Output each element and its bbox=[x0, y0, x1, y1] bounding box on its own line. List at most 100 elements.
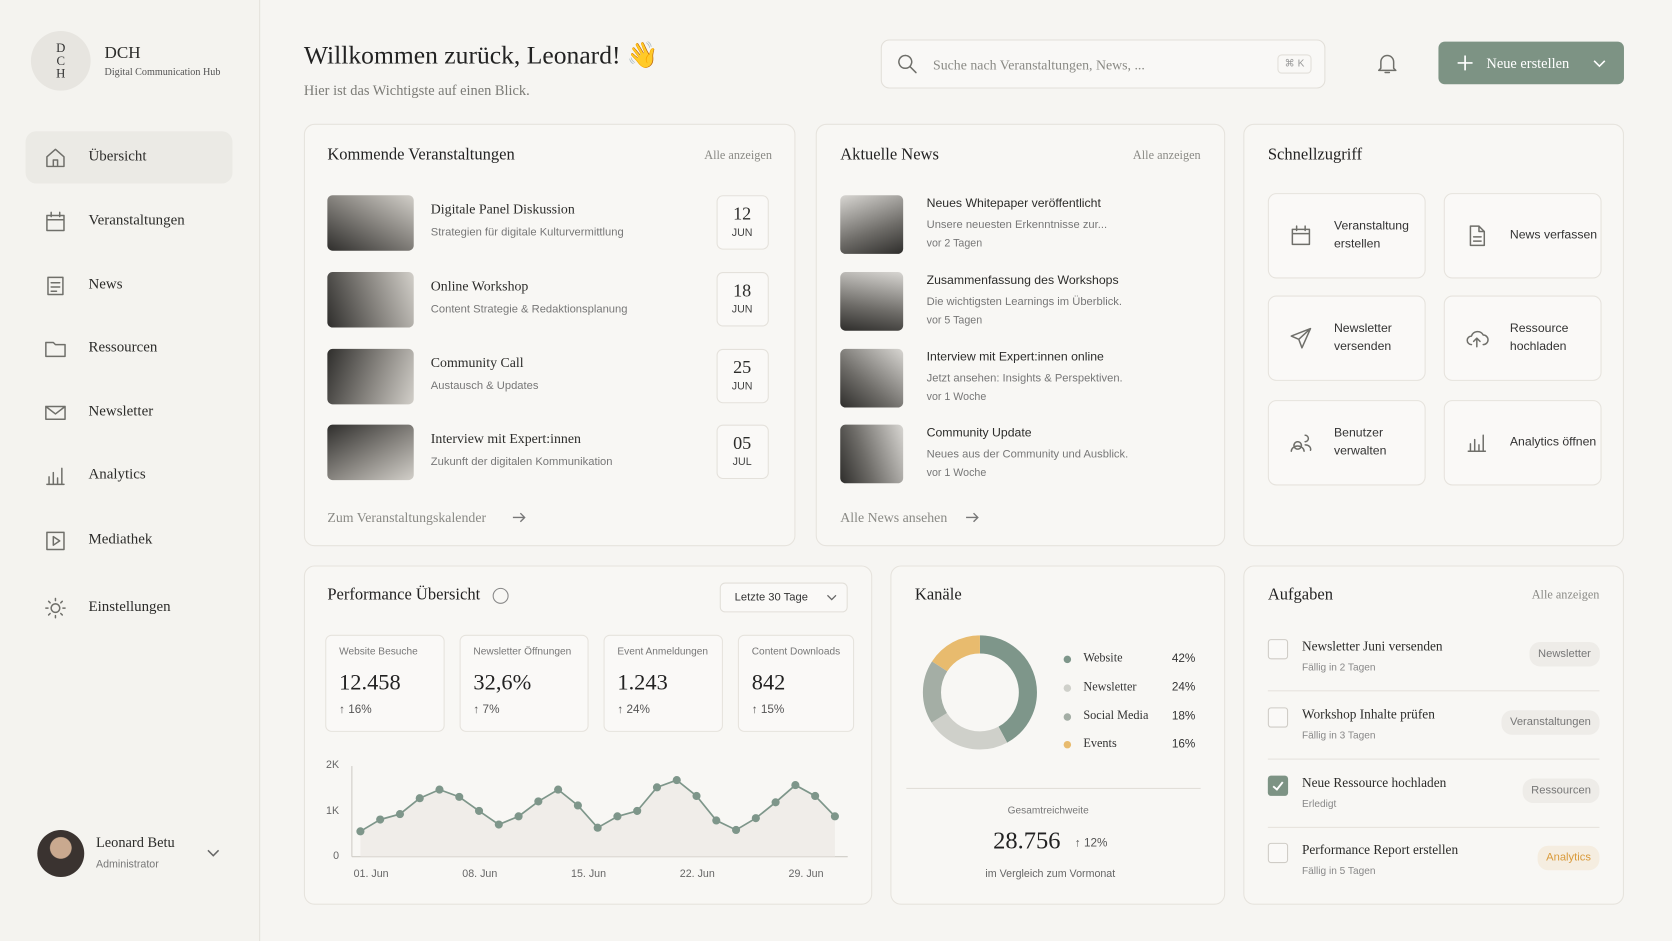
link[interactable]: Alle anzeigen bbox=[1132, 149, 1201, 163]
link[interactable]: Zum Veranstaltungskalender bbox=[327, 509, 487, 526]
quick-tile[interactable] bbox=[1267, 193, 1426, 279]
line-point bbox=[672, 776, 681, 785]
create-button-label[interactable]: Neue erstellen bbox=[1486, 55, 1570, 72]
task-checkbox[interactable] bbox=[1267, 775, 1289, 796]
chevron bbox=[826, 594, 837, 601]
nav-label[interactable]: Newsletter bbox=[88, 403, 154, 420]
link[interactable]: Alle anzeigen bbox=[1531, 589, 1600, 602]
legend-dot bbox=[1063, 684, 1072, 692]
task-due: Erledigt bbox=[1301, 798, 1337, 811]
legend-dot bbox=[1063, 713, 1072, 721]
icon-stroke bbox=[1467, 434, 1487, 453]
news-title[interactable]: Interview mit Expert:innen online bbox=[926, 351, 1104, 364]
quick-label[interactable]: Ressource hochladen bbox=[1509, 322, 1569, 354]
news-title[interactable]: Zusammenfassung des Workshops bbox=[926, 274, 1119, 288]
event-month: JUN bbox=[731, 304, 753, 316]
kpi-label: Event Anmeldungen bbox=[617, 645, 709, 658]
kpi-label: Website Besuche bbox=[339, 645, 418, 658]
quick-tile[interactable] bbox=[1267, 295, 1426, 381]
brand-name: DCH bbox=[104, 44, 141, 63]
legend-value: 24% bbox=[1171, 681, 1196, 694]
date-badge bbox=[716, 348, 769, 404]
event-title[interactable]: Online Workshop bbox=[430, 277, 529, 294]
quick-icon bbox=[1291, 225, 1311, 246]
period-label[interactable]: Letzte 30 Tage bbox=[734, 590, 808, 604]
quick-icon bbox=[1290, 434, 1312, 453]
task-title[interactable]: Neue Ressource hochladen bbox=[1301, 775, 1447, 791]
event-title[interactable]: Digitale Panel Diskussion bbox=[430, 200, 575, 217]
period-select[interactable] bbox=[719, 582, 848, 613]
news-title[interactable]: Neues Whitepaper veröffentlicht bbox=[926, 197, 1101, 211]
nav-label[interactable]: Veranstaltungen bbox=[88, 212, 185, 229]
line-point bbox=[771, 798, 780, 807]
task-due: Fällig in 2 Tagen bbox=[1301, 661, 1376, 674]
total-value: 28.756 bbox=[993, 827, 1061, 854]
kpi-change: ↑ 24% bbox=[617, 703, 650, 717]
date-badge bbox=[716, 272, 769, 327]
quick-icon bbox=[1467, 434, 1487, 453]
icon-stroke bbox=[45, 341, 66, 358]
card-title: Aktuelle News bbox=[840, 145, 939, 164]
link[interactable]: Alle anzeigen bbox=[704, 149, 773, 163]
event-title[interactable]: Interview mit Expert:innen bbox=[430, 430, 581, 447]
quick-label[interactable]: Benutzer verwalten bbox=[1333, 426, 1387, 458]
icon-stroke bbox=[1377, 54, 1397, 74]
nav-label[interactable]: Ressourcen bbox=[88, 339, 158, 356]
quick-label[interactable]: News verfassen bbox=[1509, 228, 1598, 242]
quick-tile[interactable] bbox=[1443, 295, 1602, 381]
nav-icon bbox=[47, 276, 64, 296]
nav-label[interactable]: Einstellungen bbox=[88, 599, 171, 616]
quick-label[interactable]: Veranstaltung erstellen bbox=[1333, 219, 1409, 251]
x-tick-label: 22. Jun bbox=[679, 868, 715, 881]
arrow bbox=[512, 512, 526, 523]
icon-stroke bbox=[1469, 225, 1486, 247]
task-checkbox[interactable] bbox=[1267, 842, 1289, 864]
user-role: Administrator bbox=[95, 858, 159, 871]
nav-label[interactable]: Übersicht bbox=[88, 148, 147, 165]
task-checkbox[interactable] bbox=[1267, 707, 1289, 728]
event-title[interactable]: Community Call bbox=[430, 354, 524, 371]
task-tag: Newsletter bbox=[1529, 641, 1600, 667]
task-title[interactable]: Performance Report erstellen bbox=[1301, 842, 1459, 858]
task-tag: Ressourcen bbox=[1522, 778, 1600, 803]
icon-stroke bbox=[1290, 327, 1312, 349]
logo-letter: C bbox=[56, 53, 66, 69]
nav-item[interactable] bbox=[25, 131, 233, 184]
card-title: Kanäle bbox=[914, 585, 962, 604]
plus-icon bbox=[1457, 55, 1473, 71]
kpi-value: 842 bbox=[751, 669, 786, 695]
page-title: Willkommen zurück, Leonard! 👋 bbox=[303, 42, 659, 70]
events-card bbox=[303, 123, 796, 547]
nav-label[interactable]: Mediathek bbox=[88, 531, 153, 548]
kpi-card bbox=[325, 634, 445, 732]
task-title[interactable]: Newsletter Juni versenden bbox=[1301, 638, 1443, 654]
user-name: Leonard Betu bbox=[95, 834, 175, 851]
link[interactable]: Alle News ansehen bbox=[840, 509, 948, 526]
select-chevron bbox=[826, 594, 837, 601]
task-title[interactable]: Workshop Inhalte prüfen bbox=[1301, 706, 1435, 722]
news-title[interactable]: Community Update bbox=[926, 426, 1032, 440]
quick-label[interactable]: Newsletter versenden bbox=[1333, 322, 1392, 354]
quick-tile[interactable] bbox=[1443, 400, 1602, 486]
event-month: JUN bbox=[731, 227, 753, 239]
task-checkbox[interactable] bbox=[1267, 639, 1289, 660]
date-badge bbox=[716, 424, 769, 480]
legend-label: Events bbox=[1083, 737, 1117, 751]
quick-icon bbox=[1466, 330, 1489, 348]
arrow-icon bbox=[966, 512, 979, 523]
line-area bbox=[360, 780, 835, 857]
nav-icon bbox=[45, 405, 66, 421]
line-point bbox=[811, 791, 820, 801]
search-box[interactable] bbox=[880, 39, 1326, 89]
donut-segment bbox=[922, 635, 1037, 750]
nav-label[interactable]: News bbox=[88, 276, 123, 293]
event-month: JUL bbox=[732, 456, 752, 469]
kpi-card bbox=[459, 634, 589, 732]
quick-label[interactable]: Analytics öffnen bbox=[1509, 435, 1597, 449]
event-day: 25 bbox=[733, 357, 752, 378]
nav-label[interactable]: Analytics bbox=[88, 466, 146, 483]
nav-icon bbox=[45, 597, 66, 619]
event-subtitle: Austausch & Updates bbox=[430, 379, 539, 393]
user-menu-chevron bbox=[207, 849, 220, 857]
